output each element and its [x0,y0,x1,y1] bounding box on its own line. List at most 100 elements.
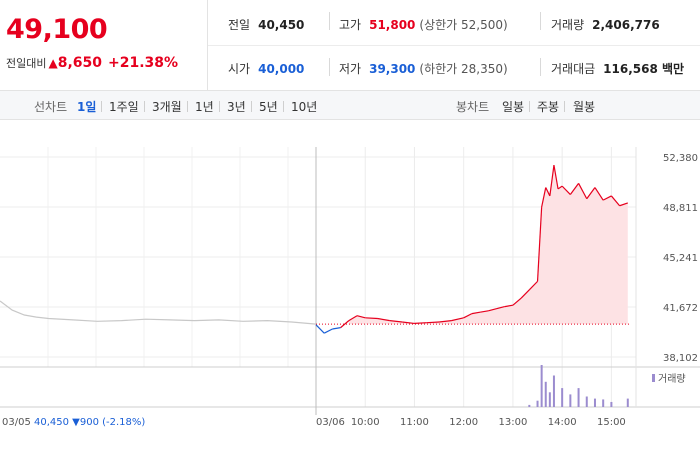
price-segment [323,328,333,334]
candle-monthly[interactable]: 월봉 [573,100,596,114]
y-tick-label: 48,811 [663,203,698,214]
price-segment [488,308,497,312]
open-label: 시가 [228,62,251,76]
volume-bar [544,381,547,407]
price-segment [356,315,366,319]
candle-daily[interactable]: 일봉 [502,100,525,114]
rise-area [348,165,628,325]
prev-close-value: 40,450 [258,18,305,32]
change-label: 전일대비 [6,57,47,70]
price-chart[interactable]: 52,380 48,811 45,241 41,672 38,102 10:00 11:00… [0,120,700,450]
price-segment [480,310,489,313]
x-tick-label: 10:00 [351,417,380,428]
change-amount: 8,650 [57,55,103,71]
price-segment [602,195,612,201]
divider [329,58,330,76]
x-tick-label: 15:00 [597,417,626,428]
period-3y[interactable]: 3년 [227,100,246,114]
separator [564,101,565,112]
volume-value: 2,406,776 [592,18,660,32]
up-triangle-icon: ▲ [48,56,58,70]
separator [251,101,252,112]
x-tick-label: 14:00 [548,417,577,428]
price-segment [414,322,427,325]
period-3m[interactable]: 3개월 [152,100,182,114]
prev-close-label: 40,450 ▼900 (-2.18%) [34,417,145,428]
lower-limit: (하한가 28,350) [419,62,508,76]
current-price: 49,100 [6,14,108,45]
x-tick-label: 12:00 [449,417,478,428]
period-5y[interactable]: 5년 [259,100,278,114]
chart-areas [348,165,628,325]
price-segment [451,317,464,322]
price-segment [520,289,530,299]
price-segment [439,320,452,323]
price-segment [610,195,621,207]
chart-labels: 52,380 48,811 45,241 41,672 38,102 10:00 11:00… [2,153,698,428]
y-tick-label: 45,241 [663,253,698,264]
price-segment [541,187,547,208]
candle-weekly[interactable]: 주봉 [537,100,560,114]
price-segment [578,183,588,200]
upper-limit: (상한가 52,500) [419,18,508,32]
price-segment [496,306,505,310]
change-row: 전일대비 ▲8,650 +21.38% [6,55,178,71]
price-segment [594,187,604,201]
volume-bar [536,400,539,407]
price-segment [365,317,378,320]
separator [187,101,188,112]
volume-bar [540,365,543,407]
today-date-label: 03/06 [316,417,345,428]
low-label: 저가 [339,62,362,76]
price-segment [545,187,551,197]
stat-open: 시가 40,000 [228,60,304,77]
price-segment [536,207,543,282]
volume-bar [528,404,531,407]
volume-bar [602,399,605,407]
price-box: 49,100 전일대비 ▲8,650 +21.38% [0,0,208,90]
separator [219,101,220,112]
volume-bar [626,398,629,407]
price-segment [549,165,555,197]
volume-legend-swatch [652,374,655,382]
price-segment [569,182,580,195]
volume-label: 거래량 [551,18,585,32]
stat-low: 저가 39,300 (하한가 28,350) [339,60,508,77]
separator [101,101,102,112]
candle-chart-label: 봉차트 [456,100,490,114]
period-1w[interactable]: 1주일 [109,100,139,114]
prev-date-label: 03/05 [2,417,31,428]
price-segment [463,313,473,319]
stat-volume: 거래량 2,406,776 [551,16,660,33]
price-segment [557,185,563,190]
price-segment [315,324,325,334]
stock-summary: 49,100 전일대비 ▲8,650 +21.38% 전일 40,450 고가 51,8… [0,0,700,90]
period-1d[interactable]: 1일 [77,100,97,114]
y-tick-label: 38,102 [663,353,698,364]
price-segment [553,165,559,190]
price-segment [528,280,538,291]
volume-bar [593,398,596,407]
period-10y[interactable]: 10년 [291,100,318,114]
price-segment [332,327,341,330]
price-segment [561,185,571,195]
chart-toolbar: 선차트 1일 1주일 3개월 1년 3년 5년 10년 봉차트 일봉 주봉 월봉 [0,90,700,120]
period-1y[interactable]: 1년 [195,100,214,114]
amount-value: 116,568 백만 [603,62,685,76]
price-segment [426,321,440,324]
chart-grid [0,147,700,415]
separator [529,101,530,112]
low-value: 39,300 [369,62,416,76]
high-label: 고가 [339,18,362,32]
separator [283,101,284,112]
divider [540,12,541,30]
volume-bar [552,375,555,407]
volume-bar [548,392,551,407]
stat-amount: 거래대금 116,568 백만 [551,60,684,77]
volume-bar [610,401,613,407]
divider [208,45,700,46]
stat-prev-close: 전일 40,450 [228,16,304,33]
volume-bars [528,365,629,407]
volume-bar [561,388,564,407]
separator [144,101,145,112]
